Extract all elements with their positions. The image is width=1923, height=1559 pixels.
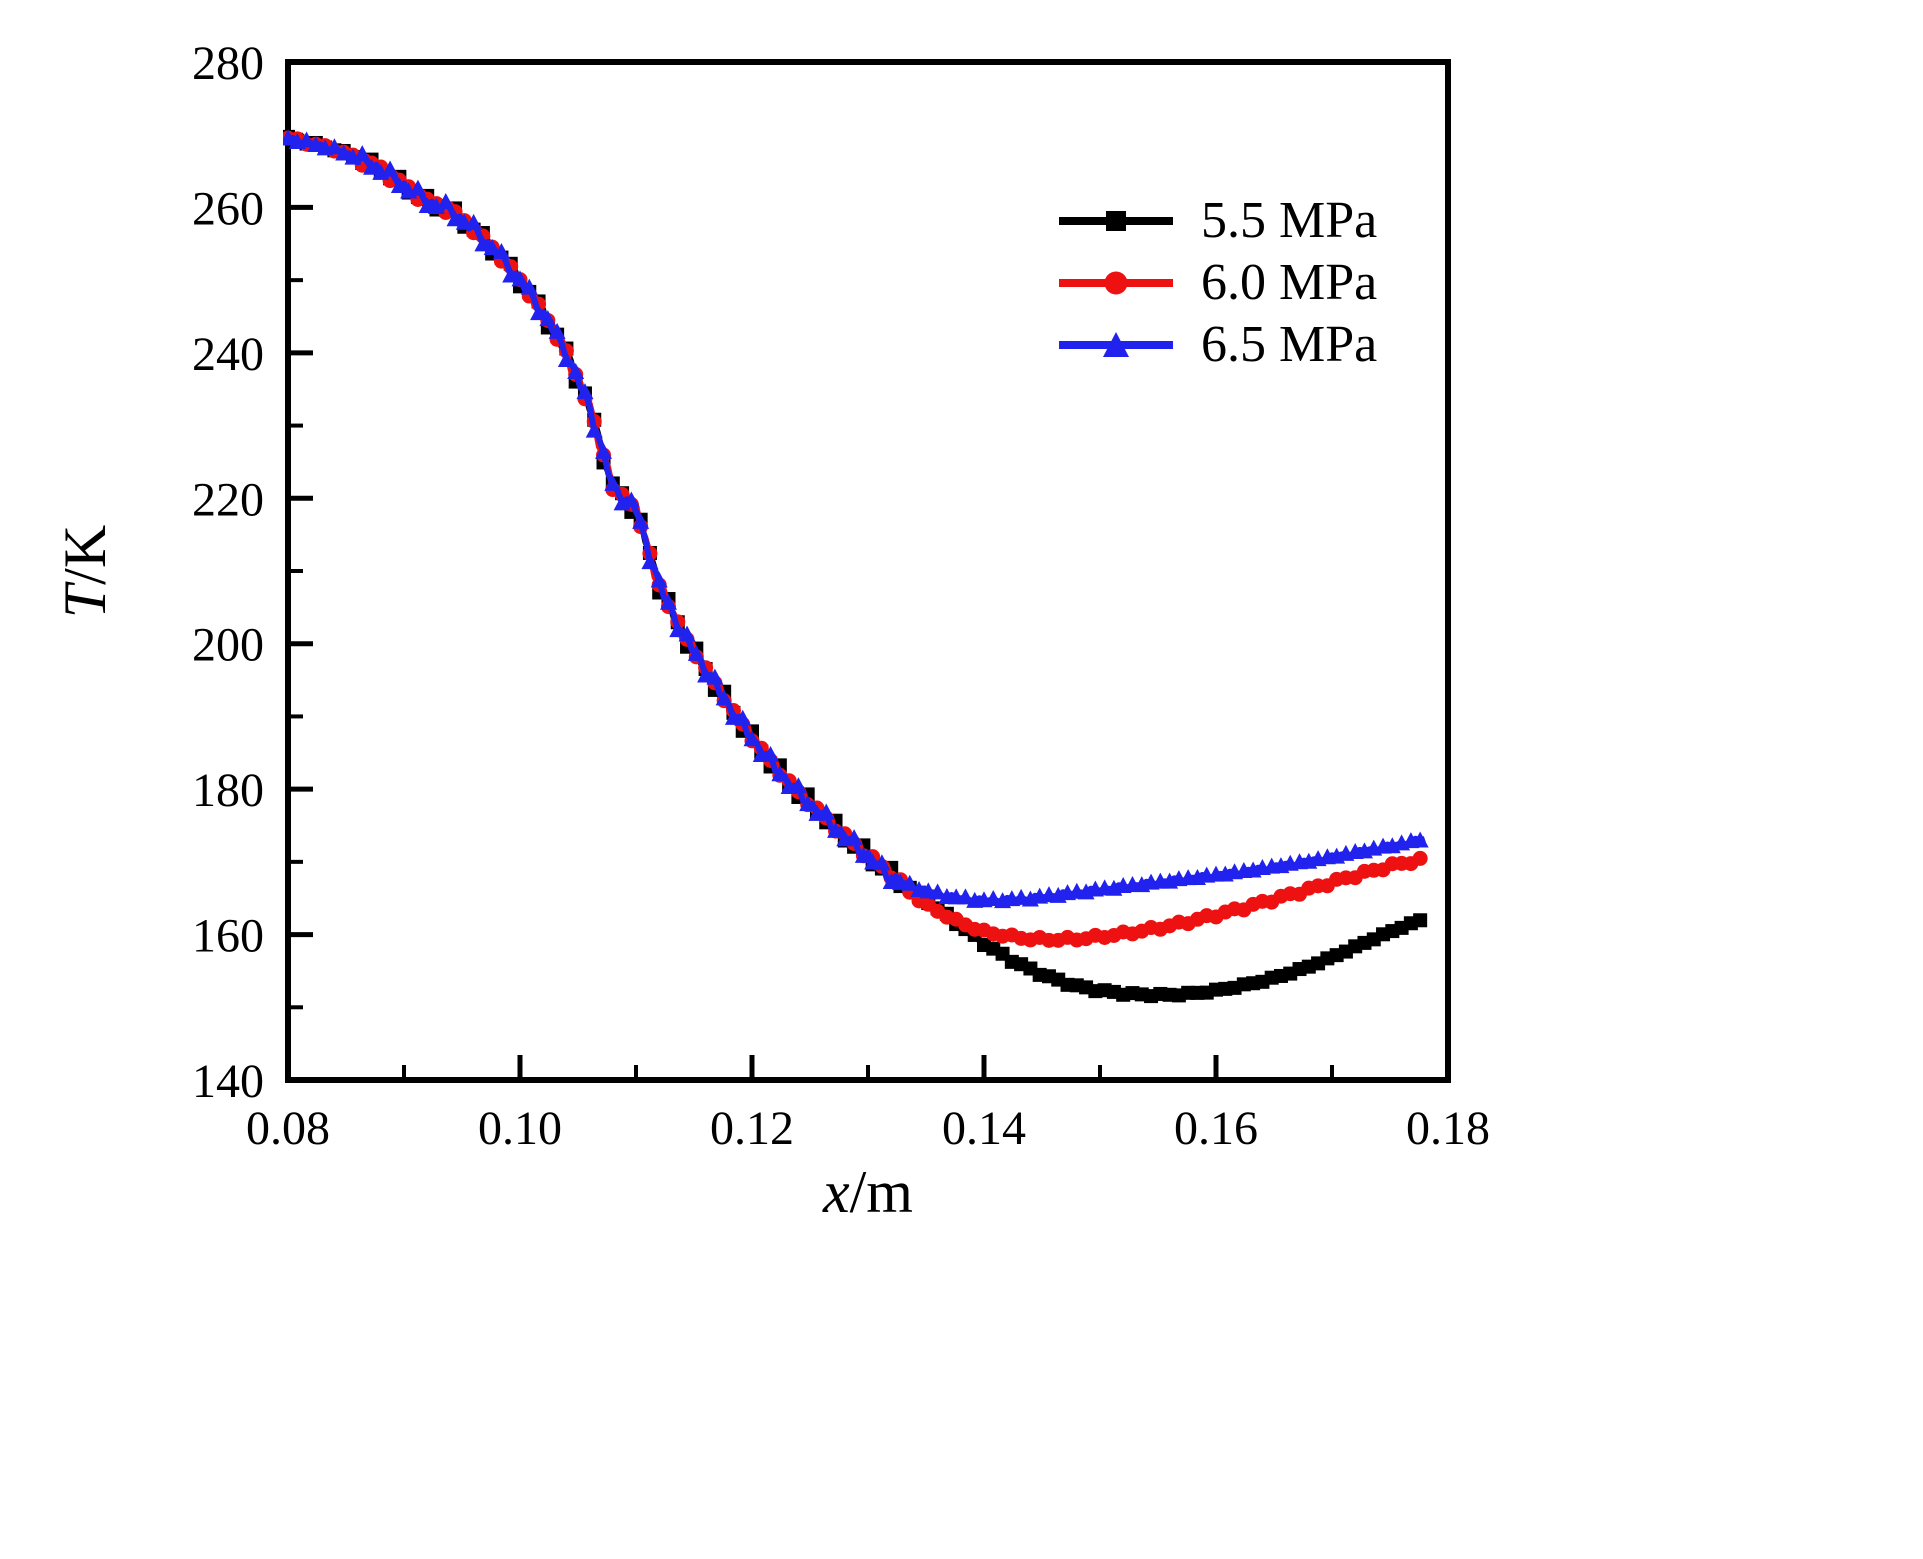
x-axis-title: x/m <box>288 1158 1448 1227</box>
marker-triangle <box>576 383 594 400</box>
y-tick-label: 160 <box>192 910 264 963</box>
marker-triangle <box>298 131 316 148</box>
marker-triangle <box>901 874 919 891</box>
marker-triangle <box>873 854 891 871</box>
marker-triangle <box>530 304 548 321</box>
marker-triangle <box>474 235 492 252</box>
marker-triangle <box>799 795 817 812</box>
y-tick-label: 200 <box>192 619 264 672</box>
legend-key-6-0mpa <box>1059 271 1173 295</box>
square-marker-icon <box>1106 211 1126 231</box>
marker-triangle <box>929 883 947 900</box>
marker-triangle <box>557 350 575 367</box>
circle-marker-icon <box>1104 271 1128 295</box>
legend-entry-5-5mpa: 5.5 MPa <box>1055 194 1377 248</box>
marker-triangle <box>687 644 705 661</box>
marker-triangle <box>632 512 650 529</box>
y-tick-label: 180 <box>192 764 264 817</box>
x-tick-label: 0.10 <box>478 1102 562 1155</box>
legend-key-5-5mpa <box>1059 211 1173 231</box>
x-tick-label: 0.18 <box>1406 1102 1490 1155</box>
marker-triangle <box>1411 831 1429 848</box>
marker-triangle <box>427 197 445 214</box>
marker-triangle <box>465 213 483 230</box>
marker-triangle <box>845 829 863 846</box>
marker-triangle <box>604 474 622 491</box>
marker-triangle <box>715 689 733 706</box>
x-tick-label: 0.12 <box>710 1102 794 1155</box>
x-axis-title-symbol: x <box>823 1159 850 1225</box>
series-group <box>283 129 1429 1004</box>
y-tick-label: 240 <box>192 328 264 381</box>
marker-triangle <box>353 145 371 162</box>
marker-triangle <box>363 158 381 175</box>
y-axis-title-text: T/K <box>52 524 121 617</box>
marker-triangle <box>325 138 343 155</box>
y-tick-label: 140 <box>192 1055 264 1108</box>
legend-key-6-5mpa <box>1059 332 1173 357</box>
marker-triangle <box>437 193 455 210</box>
marker-triangle <box>307 136 325 153</box>
marker-triangle <box>659 593 677 610</box>
marker-triangle <box>595 442 613 459</box>
triangle-marker-icon <box>1103 332 1129 357</box>
marker-triangle <box>669 621 687 638</box>
marker-triangle <box>539 310 557 327</box>
marker-triangle <box>678 625 696 642</box>
y-tick-label: 280 <box>192 37 264 90</box>
legend-label: 6.5 MPa <box>1201 316 1378 373</box>
legend: 5.5 MPa 6.0 MPa 6.5 MPa <box>1055 194 1377 372</box>
marker-triangle <box>956 888 974 905</box>
y-tick-label: 220 <box>192 473 264 526</box>
marker-triangle <box>585 421 603 438</box>
marker-triangle <box>335 144 353 161</box>
marker-triangle <box>409 179 427 196</box>
marker-triangle <box>650 571 668 588</box>
y-axis-title-unit: /K <box>52 524 119 585</box>
marker-triangle <box>641 553 659 570</box>
marker-triangle <box>854 846 872 863</box>
marker-triangle <box>743 730 761 747</box>
marker-triangle <box>548 322 566 339</box>
marker-triangle <box>520 278 538 295</box>
marker-triangle <box>492 242 510 259</box>
legend-label: 6.0 MPa <box>1201 254 1378 311</box>
x-tick-label: 0.16 <box>1174 1102 1258 1155</box>
marker-triangle <box>622 491 640 508</box>
y-axis-title: T/K <box>28 62 144 1080</box>
y-tick-label: 260 <box>192 182 264 235</box>
marker-triangle <box>483 239 501 256</box>
marker-square <box>1413 913 1428 928</box>
plot-frame <box>285 59 1451 1083</box>
marker-triangle <box>502 266 520 283</box>
legend-entry-6-0mpa: 6.0 MPa <box>1055 256 1377 310</box>
marker-triangle <box>762 745 780 762</box>
marker-triangle <box>381 160 399 177</box>
marker-triangle <box>789 777 807 794</box>
marker-triangle <box>827 821 845 838</box>
legend-label: 5.5 MPa <box>1201 192 1378 249</box>
x-tick-label: 0.14 <box>942 1102 1026 1155</box>
marker-circle <box>1412 850 1428 866</box>
marker-triangle <box>706 668 724 685</box>
marker-triangle <box>390 177 408 194</box>
marker-triangle <box>511 270 529 287</box>
marker-triangle <box>771 765 789 782</box>
y-axis-title-symbol: T <box>52 584 119 618</box>
marker-triangle <box>446 210 464 227</box>
legend-entry-6-5mpa: 6.5 MPa <box>1055 318 1377 372</box>
marker-triangle <box>567 363 585 380</box>
x-axis-title-unit: /m <box>849 1159 913 1225</box>
marker-triangle <box>734 709 752 726</box>
x-tick-label: 0.08 <box>246 1102 330 1155</box>
marker-triangle <box>817 803 835 820</box>
